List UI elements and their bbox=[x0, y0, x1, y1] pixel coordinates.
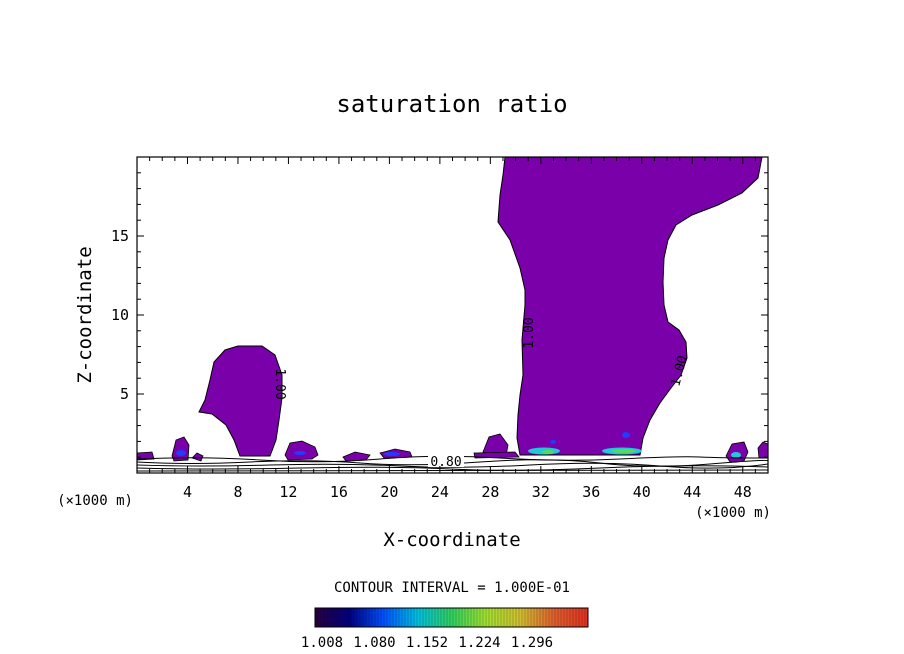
colorbar-tick-label: 1.008 bbox=[301, 635, 343, 651]
x-tick-label: 20 bbox=[380, 483, 398, 501]
contour-interval: CONTOUR INTERVAL = 1.000E-01 bbox=[334, 580, 570, 596]
x-tick-label: 28 bbox=[481, 483, 499, 501]
colorbar-tick-label: 1.296 bbox=[511, 635, 553, 651]
x-axis: 4 8 12 16 20 24 28 32 36 40 44 48 bbox=[149, 157, 756, 501]
x-unit-right: (×1000 m) bbox=[695, 505, 771, 521]
core-blue bbox=[176, 450, 186, 456]
core-cyan bbox=[731, 452, 741, 458]
x-tick-label: 12 bbox=[279, 483, 297, 501]
x-tick-label: 40 bbox=[633, 483, 651, 501]
contour-label: 1.00 bbox=[272, 368, 287, 399]
colorbar-bands bbox=[317, 608, 586, 627]
x-tick-label: 16 bbox=[330, 483, 348, 501]
core-blue bbox=[384, 452, 400, 456]
contour-line bbox=[137, 465, 768, 471]
y-axis: 5 10 15 bbox=[111, 172, 768, 458]
colorbar-tick-label: 1.224 bbox=[458, 635, 500, 651]
y-tick-label: 5 bbox=[120, 385, 129, 403]
y-tick-label: 15 bbox=[111, 227, 129, 245]
core-green bbox=[542, 450, 554, 454]
x-tick-label: 36 bbox=[582, 483, 600, 501]
colorbar-ticks: 1.008 1.080 1.152 1.224 1.296 bbox=[301, 635, 553, 651]
plot-area bbox=[137, 157, 768, 472]
contour-line bbox=[137, 459, 768, 467]
core-blue bbox=[622, 432, 630, 438]
x-axis-label: X-coordinate bbox=[383, 529, 520, 551]
saturated-patch bbox=[171, 436, 190, 462]
x-tick-label: 4 bbox=[183, 483, 192, 501]
saturated-patch bbox=[191, 452, 204, 462]
contour-label: 0.80 bbox=[430, 455, 461, 470]
chart-title: saturation ratio bbox=[336, 90, 567, 118]
x-tick-label: 8 bbox=[233, 483, 242, 501]
colorbar-tick-label: 1.080 bbox=[353, 635, 395, 651]
colorbar-tick-label: 1.152 bbox=[406, 635, 448, 651]
x-tick-label: 24 bbox=[431, 483, 449, 501]
contour-line bbox=[137, 455, 768, 463]
y-axis-label: Z-coordinate bbox=[74, 246, 96, 383]
saturated-region-plume bbox=[497, 157, 763, 456]
core-blue bbox=[294, 451, 306, 455]
saturated-patch bbox=[284, 440, 319, 461]
core-blue bbox=[550, 440, 556, 444]
x-tick-label: 32 bbox=[532, 483, 550, 501]
y-tick-label: 10 bbox=[111, 306, 129, 324]
x-tick-label: 48 bbox=[734, 483, 752, 501]
contour-label-bg bbox=[428, 455, 464, 467]
saturated-patch bbox=[725, 441, 749, 463]
x-unit-left: (×1000 m) bbox=[57, 493, 133, 509]
x-tick-label: 44 bbox=[683, 483, 701, 501]
saturated-patch bbox=[342, 451, 371, 462]
colorbar bbox=[314, 607, 589, 628]
saturated-region-left bbox=[198, 345, 283, 457]
contour-label: 1.00 bbox=[522, 317, 537, 348]
core-green bbox=[612, 449, 636, 453]
saturated-patch bbox=[757, 441, 768, 459]
